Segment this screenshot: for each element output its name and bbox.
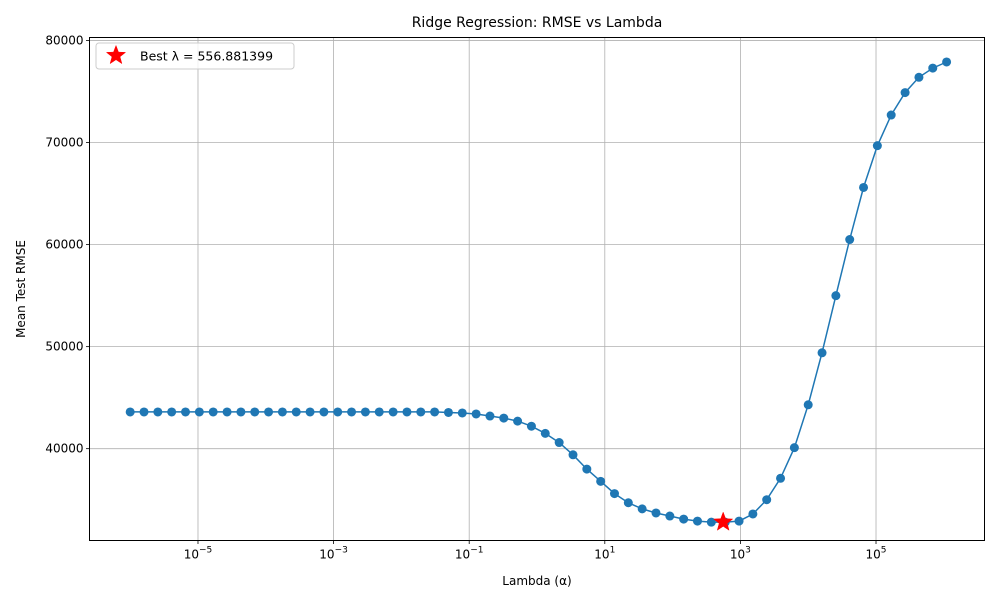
y-axis-ticks: 40000 50000 60000 70000 80000 <box>45 34 90 456</box>
x-tick-label: 10−1 <box>455 546 484 562</box>
plot-frame <box>89 37 985 541</box>
data-point <box>485 411 495 421</box>
y-tick-label: 60000 <box>45 238 83 252</box>
data-point <box>900 88 910 98</box>
series-group <box>125 57 952 531</box>
data-point <box>803 400 813 410</box>
data-point <box>568 450 578 460</box>
data-point <box>374 407 384 417</box>
data-point <box>623 498 633 508</box>
y-axis-label: Mean Test RMSE <box>14 240 28 338</box>
data-point <box>457 408 467 418</box>
x-axis-label: Lambda (α) <box>502 574 571 588</box>
y-tick-label: 50000 <box>45 340 83 354</box>
data-point <box>208 407 218 417</box>
data-point <box>789 443 799 453</box>
data-point <box>167 407 177 417</box>
data-point <box>402 407 412 417</box>
best-lambda-star-marker <box>712 511 734 531</box>
data-point <box>817 348 827 358</box>
data-point <box>347 407 357 417</box>
data-point <box>291 407 301 417</box>
data-point <box>250 407 260 417</box>
data-point <box>526 421 536 431</box>
data-point <box>679 514 689 524</box>
data-point <box>886 110 896 120</box>
legend: Best λ = 556.881399 <box>95 42 295 70</box>
data-point <box>333 407 343 417</box>
data-point <box>360 407 370 417</box>
data-point <box>582 464 592 474</box>
data-point <box>928 63 938 73</box>
data-point <box>942 57 952 67</box>
legend-label-best: Best λ = 556.881399 <box>140 49 273 64</box>
data-point <box>692 516 702 526</box>
data-point <box>762 495 772 505</box>
data-point <box>181 407 191 417</box>
legend-box <box>95 42 295 70</box>
x-tick-label: 10−3 <box>319 546 348 562</box>
data-point <box>748 509 758 519</box>
legend-star-shape <box>105 44 127 65</box>
data-point <box>845 235 855 245</box>
y-tick-label: 70000 <box>45 136 83 150</box>
data-point <box>277 407 287 417</box>
data-point <box>609 489 619 499</box>
data-point <box>471 409 481 419</box>
data-point <box>872 141 882 151</box>
data-point <box>859 182 869 192</box>
data-point <box>499 413 509 423</box>
data-point <box>776 473 786 483</box>
data-point <box>443 407 453 417</box>
y-tick-label: 40000 <box>45 442 83 456</box>
x-tick-label: 10−5 <box>184 546 213 562</box>
x-tick-label: 101 <box>594 546 615 562</box>
data-point <box>319 407 329 417</box>
data-point <box>651 508 661 518</box>
data-point <box>125 407 135 417</box>
data-point <box>153 407 163 417</box>
data-point <box>513 416 523 426</box>
x-axis-ticks: 10−5 10−3 10−1 101 103 105 <box>184 540 887 562</box>
y-tick-label: 80000 <box>45 34 83 48</box>
data-point <box>706 517 716 527</box>
data-point <box>637 504 647 514</box>
data-point <box>305 407 315 417</box>
data-point <box>430 407 440 417</box>
data-point <box>596 476 606 486</box>
data-point <box>264 407 274 417</box>
legend-star-icon <box>105 44 127 65</box>
data-point <box>734 516 744 526</box>
data-point <box>388 407 398 417</box>
data-point <box>222 407 232 417</box>
data-point <box>540 428 550 438</box>
data-point <box>139 407 149 417</box>
data-point <box>914 72 924 82</box>
data-point <box>416 407 426 417</box>
data-point <box>554 438 564 448</box>
chart-title: Ridge Regression: RMSE vs Lambda <box>412 15 663 31</box>
grid-lines <box>89 37 985 541</box>
x-tick-label: 103 <box>730 546 751 562</box>
x-tick-label: 105 <box>866 546 887 562</box>
data-point <box>194 407 204 417</box>
data-point <box>236 407 246 417</box>
data-point <box>831 291 841 301</box>
data-point <box>665 511 675 521</box>
